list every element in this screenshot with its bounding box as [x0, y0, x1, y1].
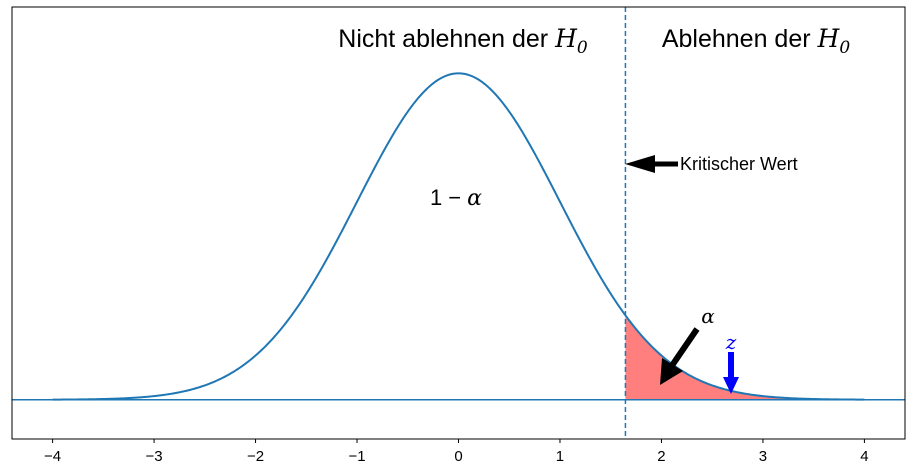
one-minus-alpha-lead: 1: [430, 185, 442, 210]
x-tick-label: −4: [44, 448, 61, 465]
normal-curve: [52, 72, 865, 401]
alpha-annotation: α: [660, 304, 715, 385]
x-tick-label: −3: [146, 448, 163, 465]
region-label-reject-symbol: H: [817, 24, 841, 53]
z-annotation: z: [723, 330, 739, 394]
region-label-not-reject: Nicht ablehnen der H0: [338, 24, 588, 58]
plot-area: [12, 7, 905, 439]
alpha-arrow-shaft: [668, 327, 700, 369]
critical-value-annotation: Kritischer Wert: [625, 154, 798, 174]
one-minus-alpha-op: −: [448, 185, 461, 210]
x-tick-label: 0: [454, 448, 462, 465]
critical-arrow-head-icon: [625, 155, 655, 173]
x-tick-label: −1: [348, 448, 365, 465]
x-tick-label: 4: [860, 448, 868, 465]
region-label-reject-subscript: 0: [839, 38, 850, 58]
x-tick-label: 1: [556, 448, 564, 465]
x-tick-label: −2: [247, 448, 264, 465]
one-minus-alpha-label: 1− α: [430, 185, 482, 211]
x-axis: −4 −3 −2 −1 0 1 2 3 4: [44, 439, 869, 465]
alpha-arrow-head-icon: [660, 358, 683, 385]
region-label-not-reject-prefix: Nicht ablehnen der: [338, 25, 555, 53]
x-tick-label: 3: [759, 448, 767, 465]
one-minus-alpha-symbol: α: [467, 186, 482, 211]
rejection-region: [625, 315, 865, 400]
z-arrow-shaft: [728, 352, 734, 377]
z-arrow-head-icon: [723, 377, 739, 394]
plot-frame: [11, 6, 906, 440]
critical-value-label: Kritischer Wert: [680, 154, 798, 174]
region-label-not-reject-symbol: H: [554, 24, 578, 53]
region-label-reject: Ablehnen der H0: [662, 24, 851, 58]
alpha-label: α: [701, 304, 715, 328]
region-label-not-reject-subscript: 0: [577, 38, 588, 58]
region-label-reject-prefix: Ablehnen der: [662, 25, 818, 53]
x-tick-label: 2: [657, 448, 665, 465]
z-label: z: [725, 330, 737, 354]
